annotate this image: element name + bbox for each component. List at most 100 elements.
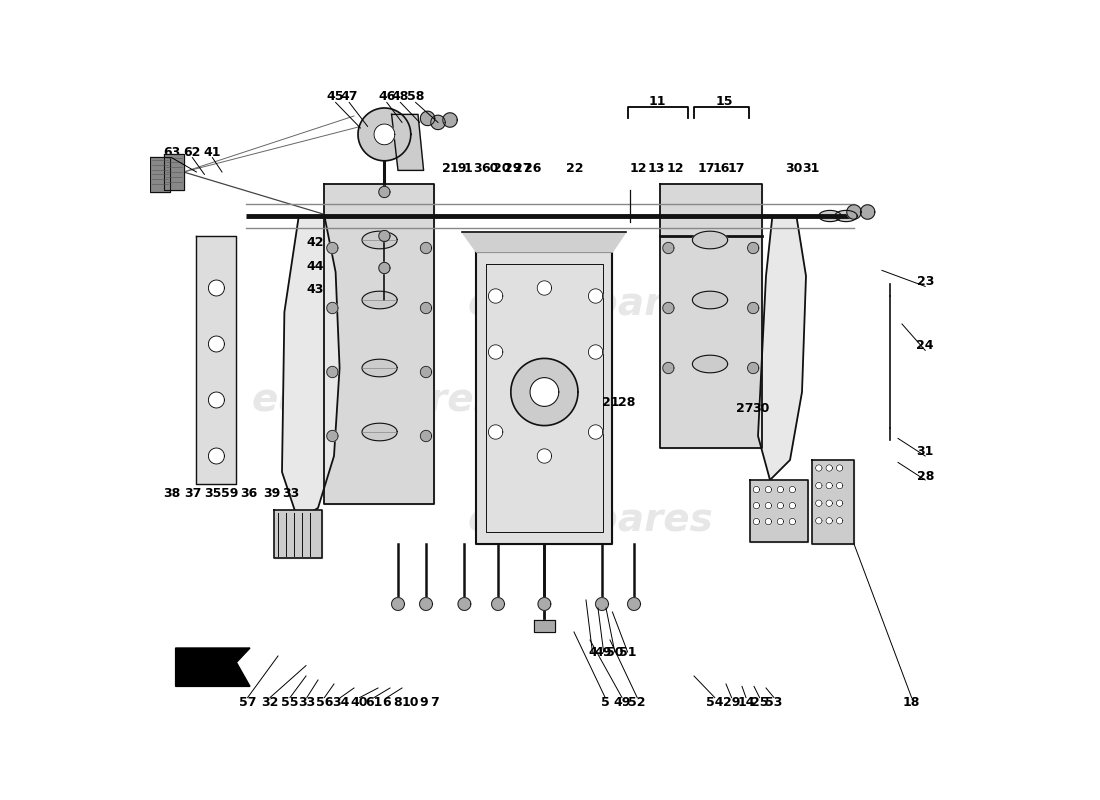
Polygon shape xyxy=(208,280,224,296)
Polygon shape xyxy=(510,358,578,426)
Text: 38: 38 xyxy=(163,487,180,500)
Text: 1: 1 xyxy=(463,162,472,174)
Polygon shape xyxy=(420,242,431,254)
Text: 10: 10 xyxy=(402,696,419,709)
Text: 14: 14 xyxy=(737,696,755,709)
Polygon shape xyxy=(530,378,559,406)
Polygon shape xyxy=(197,236,236,484)
Text: 62: 62 xyxy=(184,146,201,158)
Text: 34: 34 xyxy=(332,696,349,709)
Polygon shape xyxy=(420,430,431,442)
Polygon shape xyxy=(692,355,727,373)
Polygon shape xyxy=(692,291,727,309)
Text: 47: 47 xyxy=(341,90,358,102)
Polygon shape xyxy=(660,184,762,448)
Polygon shape xyxy=(462,232,626,252)
Polygon shape xyxy=(534,620,554,632)
Text: 43: 43 xyxy=(307,283,324,296)
Polygon shape xyxy=(420,111,434,126)
Polygon shape xyxy=(815,500,822,506)
Text: 30: 30 xyxy=(752,402,770,414)
Polygon shape xyxy=(628,598,640,610)
Polygon shape xyxy=(327,302,338,314)
Text: eurospares: eurospares xyxy=(251,381,497,419)
Text: 12: 12 xyxy=(629,162,647,174)
Polygon shape xyxy=(488,289,503,303)
Text: 18: 18 xyxy=(903,696,921,709)
Polygon shape xyxy=(818,210,842,222)
Polygon shape xyxy=(420,366,431,378)
Polygon shape xyxy=(358,108,410,161)
Polygon shape xyxy=(748,362,759,374)
Polygon shape xyxy=(492,598,505,610)
Polygon shape xyxy=(789,502,795,509)
Polygon shape xyxy=(836,500,843,506)
Polygon shape xyxy=(826,482,833,489)
Text: 37: 37 xyxy=(184,487,201,500)
Text: 27: 27 xyxy=(514,162,531,174)
Polygon shape xyxy=(458,598,471,610)
Text: 11: 11 xyxy=(649,95,666,108)
Polygon shape xyxy=(420,302,431,314)
Polygon shape xyxy=(208,336,224,352)
Polygon shape xyxy=(789,518,795,525)
Text: eurospares: eurospares xyxy=(468,285,713,323)
Polygon shape xyxy=(208,448,224,464)
Polygon shape xyxy=(150,157,170,192)
Text: 21: 21 xyxy=(602,396,619,409)
Text: 61: 61 xyxy=(365,696,383,709)
Polygon shape xyxy=(327,242,338,254)
Text: 3: 3 xyxy=(474,162,482,174)
Text: 52: 52 xyxy=(628,696,646,709)
Polygon shape xyxy=(836,482,843,489)
Text: 55: 55 xyxy=(282,696,299,709)
Text: 30: 30 xyxy=(785,162,803,174)
Polygon shape xyxy=(595,598,608,610)
Polygon shape xyxy=(826,500,833,506)
Text: 27: 27 xyxy=(737,402,754,414)
Text: 60: 60 xyxy=(482,162,498,174)
Text: 28: 28 xyxy=(618,396,636,409)
Polygon shape xyxy=(836,465,843,471)
Polygon shape xyxy=(663,362,674,374)
Polygon shape xyxy=(588,345,603,359)
Text: 6: 6 xyxy=(383,696,392,709)
Text: 13: 13 xyxy=(648,162,666,174)
Text: 15: 15 xyxy=(716,95,733,108)
Polygon shape xyxy=(588,289,603,303)
Polygon shape xyxy=(754,502,760,509)
Text: 41: 41 xyxy=(204,146,221,158)
Polygon shape xyxy=(826,465,833,471)
Text: 25: 25 xyxy=(751,696,768,709)
Polygon shape xyxy=(476,252,613,544)
Polygon shape xyxy=(663,302,674,314)
Polygon shape xyxy=(766,486,771,493)
Text: 29: 29 xyxy=(504,162,521,174)
Polygon shape xyxy=(282,216,340,520)
Text: 2: 2 xyxy=(442,162,451,174)
Polygon shape xyxy=(778,518,783,525)
Polygon shape xyxy=(488,345,503,359)
Text: 4: 4 xyxy=(588,646,597,658)
Polygon shape xyxy=(815,518,822,524)
Polygon shape xyxy=(431,115,446,130)
Text: 39: 39 xyxy=(263,487,280,500)
Text: 63: 63 xyxy=(163,146,180,158)
Polygon shape xyxy=(847,205,861,219)
Text: 33: 33 xyxy=(298,696,316,709)
Text: 31: 31 xyxy=(916,446,934,458)
Polygon shape xyxy=(362,291,397,309)
Polygon shape xyxy=(443,113,458,127)
Text: 20: 20 xyxy=(493,162,510,174)
Polygon shape xyxy=(374,124,395,145)
Polygon shape xyxy=(392,114,424,170)
Polygon shape xyxy=(392,598,405,610)
Text: 28: 28 xyxy=(916,470,934,483)
Text: 32: 32 xyxy=(262,696,278,709)
Text: 59: 59 xyxy=(220,487,238,500)
Polygon shape xyxy=(860,205,875,219)
Text: 53: 53 xyxy=(766,696,783,709)
Polygon shape xyxy=(274,510,322,558)
Text: 42: 42 xyxy=(307,236,324,249)
Polygon shape xyxy=(176,648,250,686)
